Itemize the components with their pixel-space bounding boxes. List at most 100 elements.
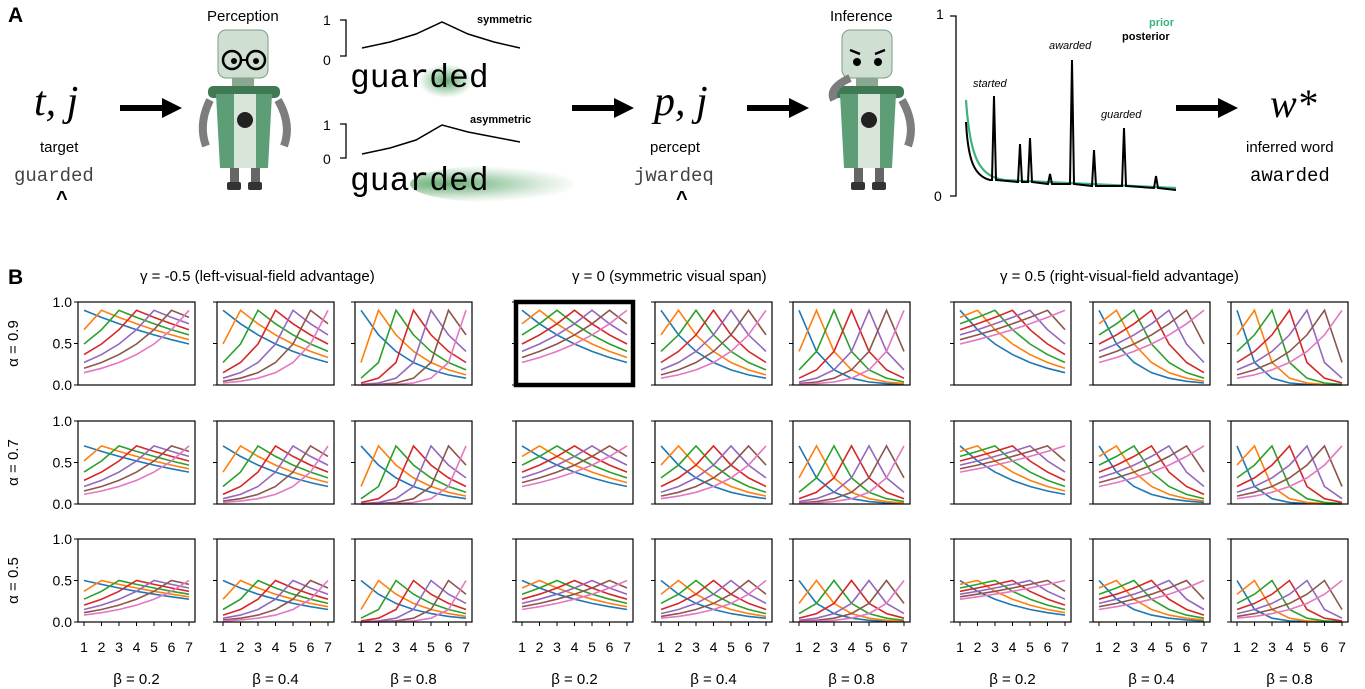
- x-tick-label: 4: [1009, 639, 1017, 655]
- x-tick-label: 4: [848, 639, 856, 655]
- x-tick-label: 1: [1233, 639, 1241, 655]
- series-line-3: [360, 444, 467, 500]
- x-tick-label: 1: [657, 639, 665, 655]
- series-line-5: [1236, 308, 1343, 379]
- series-line-7: [959, 579, 1066, 600]
- y-tick-label: 0.0: [53, 377, 73, 393]
- series-line-6: [1098, 309, 1205, 359]
- series-line-1: [1236, 310, 1343, 386]
- series-line-7: [222, 579, 329, 622]
- series-line-4: [222, 579, 329, 616]
- beta-label: β = 0.8: [828, 671, 875, 688]
- series-line-2: [521, 309, 628, 359]
- series-line-4: [1236, 579, 1343, 622]
- series-line-4: [360, 444, 467, 504]
- series-line-2: [660, 308, 767, 376]
- symmetric-label: symmetric: [477, 14, 533, 26]
- x-tick-label: 7: [900, 639, 908, 655]
- series-line-4: [959, 579, 1066, 606]
- series-line-2: [222, 444, 329, 484]
- series-line-4: [660, 579, 767, 611]
- subplot-frame: [654, 301, 773, 386]
- inference-title: Inference: [830, 8, 893, 25]
- x-tick-label: 5: [588, 639, 596, 655]
- prior-axis-one: 1: [936, 6, 944, 22]
- series-line-5: [222, 579, 329, 619]
- series-line-7: [1236, 445, 1343, 500]
- x-tick-label: 2: [237, 639, 245, 655]
- x-tick-label: 3: [991, 639, 999, 655]
- series-line-4: [798, 579, 905, 619]
- x-tick-label: 5: [727, 639, 735, 655]
- series-line-5: [360, 579, 467, 623]
- series-line-4: [1236, 444, 1343, 504]
- series-line-7: [521, 309, 628, 364]
- series-line-3: [360, 308, 467, 379]
- series-line-6: [798, 579, 905, 622]
- percept-symbol: p, j: [654, 79, 708, 125]
- series-line-6: [521, 579, 628, 608]
- series-line-5: [1236, 444, 1343, 500]
- series-line-2: [1098, 444, 1205, 502]
- series-line-2: [1236, 579, 1343, 623]
- series-line-2: [959, 445, 1066, 492]
- x-tick-label: 5: [1026, 639, 1034, 655]
- series-line-2: [1236, 444, 1343, 505]
- series-line-5: [222, 309, 329, 379]
- x-tick-label: 2: [375, 639, 383, 655]
- x-tick-label: 4: [133, 639, 141, 655]
- series-line-6: [360, 444, 467, 505]
- series-line-6: [959, 579, 1066, 598]
- series-line-3: [660, 579, 767, 615]
- sym-highlight: [418, 64, 474, 98]
- y-tick-label: 0.0: [53, 614, 73, 630]
- series-line-6: [83, 445, 190, 492]
- x-tick-label: 3: [830, 639, 838, 655]
- series-line-7: [959, 445, 1066, 473]
- alpha-label: α = 0.9: [5, 320, 22, 367]
- series-line-4: [798, 308, 905, 379]
- series-line-3: [660, 444, 767, 494]
- x-tick-label: 6: [1183, 639, 1191, 655]
- series-line-3: [360, 579, 467, 619]
- series-line-6: [959, 309, 1066, 341]
- x-tick-label: 1: [518, 639, 526, 655]
- series-line-7: [83, 445, 190, 496]
- x-tick-label: 6: [745, 639, 753, 655]
- series-line-6: [1236, 308, 1343, 376]
- series-line-2: [1098, 309, 1205, 383]
- series-line-5: [1098, 309, 1205, 364]
- x-tick-label: 1: [219, 639, 227, 655]
- series-line-7: [798, 580, 905, 623]
- series-line-7: [360, 310, 467, 386]
- x-tick-label: 4: [1148, 639, 1156, 655]
- x-tick-label: 3: [115, 639, 123, 655]
- series-line-7: [660, 309, 767, 379]
- inferred-symbol: w*: [1270, 81, 1317, 126]
- y-tick-label: 0.5: [53, 336, 73, 352]
- series-line-4: [360, 579, 467, 622]
- subplot-frame: [654, 420, 773, 505]
- x-tick-label: 5: [150, 639, 158, 655]
- series-line-4: [360, 308, 467, 384]
- series-line-6: [222, 444, 329, 502]
- series-line-2: [83, 309, 190, 341]
- series-line-7: [1098, 445, 1205, 488]
- series-line-6: [360, 308, 467, 386]
- group-title-middle: γ = 0 (symmetric visual span): [572, 268, 767, 285]
- series-line-4: [222, 444, 329, 496]
- series-line-4: [83, 445, 190, 482]
- series-line-6: [798, 444, 905, 504]
- series-line-6: [1098, 579, 1205, 608]
- x-tick-label: 4: [571, 639, 579, 655]
- asym-highlight: [410, 166, 574, 202]
- series-line-7: [798, 309, 905, 386]
- series-line-5: [360, 308, 467, 386]
- x-tick-label: 7: [462, 639, 470, 655]
- series-line-4: [1098, 309, 1205, 374]
- beta-label: β = 0.2: [113, 671, 160, 688]
- series-line-2: [83, 579, 190, 598]
- asym-axis-zero: 0: [323, 151, 331, 167]
- asymmetric-span-plot: [340, 123, 521, 159]
